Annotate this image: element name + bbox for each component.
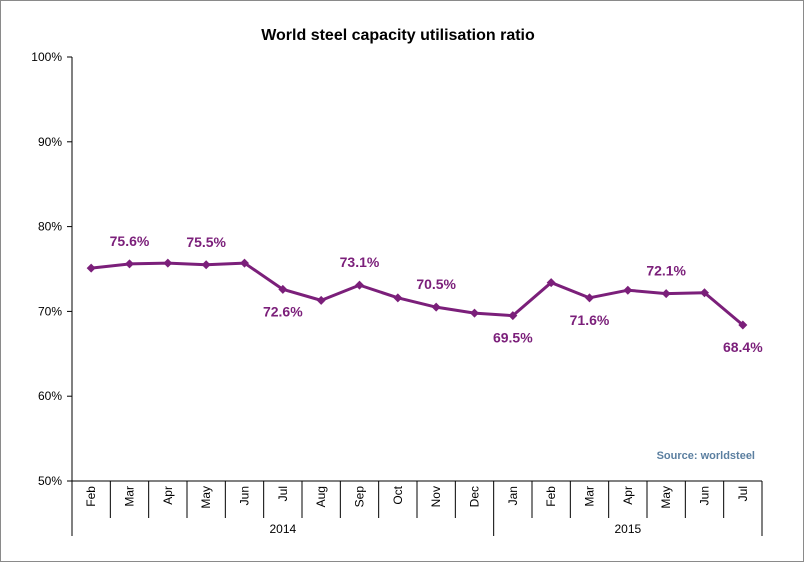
x-tick-label: Aug <box>314 486 328 507</box>
x-tick-label: Jul <box>276 486 290 501</box>
data-point <box>700 288 709 298</box>
data-point <box>86 263 96 273</box>
data-label: 70.5% <box>416 276 456 292</box>
x-tick-label: Feb <box>544 486 558 507</box>
data-point <box>508 311 518 321</box>
x-tick-label: May <box>659 486 673 509</box>
data-label: 75.6% <box>110 233 150 249</box>
data-point <box>661 289 671 299</box>
data-point <box>240 258 249 268</box>
y-tick-label: 100% <box>31 50 62 64</box>
x-tick-label: Jul <box>736 486 750 501</box>
x-tick-label: Apr <box>621 486 635 505</box>
x-tick-label: Feb <box>84 486 98 507</box>
x-tick-label: Mar <box>583 486 597 507</box>
y-tick-label: 60% <box>38 389 62 403</box>
x-tick-label: Jan <box>506 486 520 505</box>
data-label: 75.5% <box>186 234 226 250</box>
x-tick-label: Sep <box>353 486 367 508</box>
data-point <box>470 308 479 318</box>
y-tick-label: 70% <box>38 304 62 318</box>
year-groups: 2014 2015 <box>71 518 763 536</box>
y-tick-label: 80% <box>38 220 62 234</box>
data-label: 69.5% <box>493 330 533 346</box>
chart-title: World steel capacity utilisation ratio <box>261 27 535 44</box>
x-tick-label: Jun <box>698 486 712 505</box>
year-label: 2015 <box>614 522 641 536</box>
data-label: 73.1% <box>340 254 380 270</box>
data-point <box>201 260 211 270</box>
source-note: Source: worldsteel <box>657 450 755 462</box>
data-point <box>355 280 364 290</box>
x-axis-ticks: Feb Mar Apr May Jun Jul Aug Sep Oct Nov Dec Jan Feb M… <box>71 481 763 518</box>
data-point <box>163 258 173 268</box>
data-point <box>393 293 403 303</box>
data-point <box>585 293 594 303</box>
data-point <box>546 278 556 288</box>
x-tick-label: May <box>199 486 213 509</box>
data-point <box>738 320 748 330</box>
x-tick-label: Nov <box>429 486 443 507</box>
data-point <box>431 302 441 312</box>
data-point <box>278 284 288 294</box>
data-point <box>316 295 326 305</box>
y-tick-label: 50% <box>38 474 62 488</box>
x-tick-label: Dec <box>468 486 482 507</box>
x-tick-label: Apr <box>161 486 175 505</box>
x-tick-label: Mar <box>123 486 137 507</box>
x-tick-label: Oct <box>391 485 405 504</box>
data-label: 72.6% <box>263 303 303 319</box>
data-label: 72.1% <box>646 263 686 279</box>
series-group <box>86 258 748 330</box>
data-point <box>125 259 134 269</box>
data-label: 68.4% <box>723 339 763 355</box>
data-label: 71.6% <box>570 312 610 328</box>
data-point <box>623 285 633 295</box>
y-axis-ticks: 100% 90% 80% 70% 60% 50% <box>31 50 72 488</box>
x-tick-label: Jun <box>238 486 252 505</box>
data-labels: 75.6% 75.5% 72.6% 73.1% 70.5% 69.5% 71.6% 72.1%… <box>110 233 764 355</box>
year-label: 2014 <box>269 522 296 536</box>
y-tick-label: 90% <box>38 135 62 149</box>
series-line <box>91 261 744 327</box>
